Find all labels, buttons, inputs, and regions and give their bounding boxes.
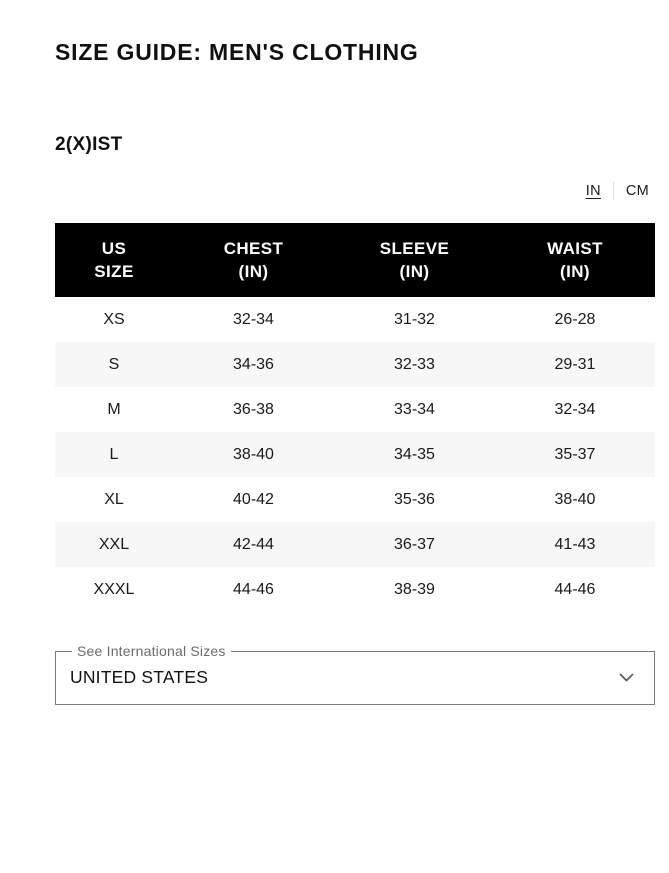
waist-cell: 41-43 bbox=[554, 535, 596, 553]
column-header-line: (IN) bbox=[560, 262, 590, 281]
unit-in-button[interactable]: IN bbox=[585, 183, 601, 199]
column-header-line: SIZE bbox=[94, 262, 134, 281]
chest-cell: 32-34 bbox=[233, 310, 274, 328]
waist-cell: 35-37 bbox=[554, 445, 596, 463]
size-table-row: M 36-38 33-34 32-34 bbox=[55, 387, 655, 432]
international-sizes-fieldset: See International Sizes UNITED STATES bbox=[55, 643, 655, 705]
chest-cell: 34-36 bbox=[233, 355, 274, 373]
column-header-waist: WAIST (IN) bbox=[495, 223, 655, 297]
size-guide-page: SIZE GUIDE: MEN'S CLOTHING 2(X)IST IN CM… bbox=[55, 39, 655, 705]
page-title: SIZE GUIDE: MEN'S CLOTHING bbox=[55, 39, 419, 65]
sleeve-cell: 36-37 bbox=[394, 535, 435, 553]
sleeve-cell: 38-39 bbox=[394, 580, 435, 598]
column-header-line: WAIST bbox=[547, 239, 603, 258]
us-size-cell: XS bbox=[103, 310, 125, 328]
brand-heading: 2(X)IST bbox=[55, 134, 123, 155]
country-select-value: UNITED STATES bbox=[70, 667, 209, 687]
unit-cm-button[interactable]: CM bbox=[625, 183, 649, 199]
unit-toggle-divider bbox=[612, 182, 614, 200]
column-header-sleeve: SLEEVE (IN) bbox=[334, 223, 495, 297]
chest-cell: 38-40 bbox=[233, 445, 274, 463]
waist-cell: 32-34 bbox=[554, 400, 596, 418]
unit-toggle: IN CM bbox=[55, 182, 655, 200]
column-header-line: (IN) bbox=[238, 262, 269, 281]
column-header-chest: CHEST (IN) bbox=[173, 223, 334, 297]
column-header-us-size: US SIZE bbox=[55, 223, 173, 297]
chest-cell: 42-44 bbox=[233, 535, 274, 553]
chevron-down-icon bbox=[619, 673, 638, 682]
sleeve-cell: 31-32 bbox=[394, 310, 435, 328]
size-table-row: XXXL 44-46 38-39 44-46 bbox=[55, 567, 655, 612]
column-header-line: CHEST bbox=[223, 239, 284, 258]
column-header-line: (IN) bbox=[399, 262, 430, 281]
us-size-cell: XXL bbox=[98, 535, 130, 553]
size-table-row: XS 32-34 31-32 26-28 bbox=[55, 297, 655, 342]
us-size-cell: XL bbox=[104, 490, 124, 508]
column-header-line: US bbox=[101, 239, 127, 258]
waist-cell: 44-46 bbox=[554, 580, 596, 598]
international-sizes-label: See International Sizes bbox=[77, 643, 226, 659]
chest-cell: 40-42 bbox=[233, 490, 274, 508]
us-size-cell: S bbox=[108, 355, 120, 373]
chest-cell: 36-38 bbox=[233, 400, 274, 418]
sleeve-cell: 32-33 bbox=[394, 355, 435, 373]
size-table-header-row: US SIZE CHEST (IN) SLEEVE (IN) WAIST (IN… bbox=[55, 223, 655, 297]
waist-cell: 29-31 bbox=[554, 355, 596, 373]
sleeve-cell: 35-36 bbox=[394, 490, 435, 508]
country-select[interactable]: UNITED STATES bbox=[68, 661, 642, 688]
chest-cell: 44-46 bbox=[233, 580, 274, 598]
size-table-row: L 38-40 34-35 35-37 bbox=[55, 432, 655, 477]
size-table-row: XXL 42-44 36-37 41-43 bbox=[55, 522, 655, 567]
size-table-row: XL 40-42 35-36 38-40 bbox=[55, 477, 655, 522]
sleeve-cell: 34-35 bbox=[394, 445, 435, 463]
size-table-row: S 34-36 32-33 29-31 bbox=[55, 342, 655, 387]
column-header-line: SLEEVE bbox=[379, 239, 450, 258]
us-size-cell: M bbox=[107, 400, 121, 418]
sleeve-cell: 33-34 bbox=[394, 400, 435, 418]
us-size-cell: L bbox=[109, 445, 119, 463]
waist-cell: 38-40 bbox=[554, 490, 596, 508]
us-size-cell: XXXL bbox=[93, 580, 135, 598]
size-table: US SIZE CHEST (IN) SLEEVE (IN) WAIST (IN… bbox=[55, 223, 655, 612]
waist-cell: 26-28 bbox=[554, 310, 596, 328]
